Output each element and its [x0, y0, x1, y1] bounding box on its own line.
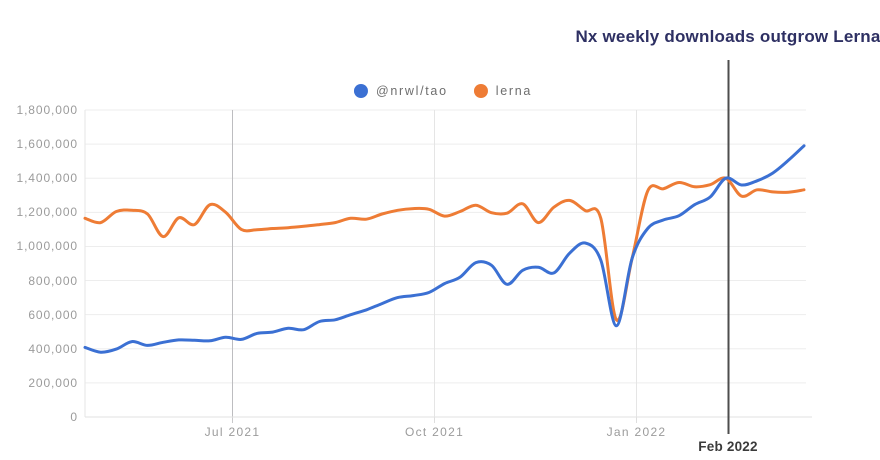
- annotation-label: Feb 2022: [698, 439, 758, 454]
- legend-color-dot-icon: [473, 84, 488, 98]
- y-axis-tick-label: 0: [70, 410, 78, 424]
- series-line-nrwl-tao: [83, 144, 806, 354]
- y-axis-tick-label: 800,000: [28, 273, 78, 288]
- y-axis-tick-label: 200,000: [28, 375, 78, 390]
- legend-label: @nrwl/tao: [375, 84, 448, 98]
- y-axis-tick-label: 1,200,000: [16, 205, 78, 220]
- chart-legend: @nrwl/tao lerna: [353, 84, 533, 98]
- y-axis-tick-label: 1,600,000: [16, 137, 78, 152]
- y-axis-tick-label: 600,000: [28, 307, 78, 322]
- legend-label: lerna: [495, 84, 533, 98]
- x-axis-tick-label: Jul 2021: [204, 425, 261, 439]
- chart-title: Nx weekly downloads outgrow Lerna: [575, 27, 880, 46]
- y-axis-tick-label: 1,800,000: [16, 103, 78, 117]
- y-axis-tick-label: 1,400,000: [16, 171, 78, 186]
- y-axis-tick-label: 400,000: [28, 341, 78, 356]
- legend-color-dot-icon: [353, 84, 368, 98]
- x-axis-tick-label: Oct 2021: [404, 425, 465, 439]
- y-axis-tick-label: 1,000,000: [16, 239, 78, 254]
- legend-item-lerna[interactable]: lerna: [473, 84, 533, 98]
- series-line-lerna: [83, 176, 806, 322]
- x-axis-tick-label: Jan 2022: [606, 425, 667, 439]
- legend-item-nrwl-tao[interactable]: @nrwl/tao: [353, 84, 448, 98]
